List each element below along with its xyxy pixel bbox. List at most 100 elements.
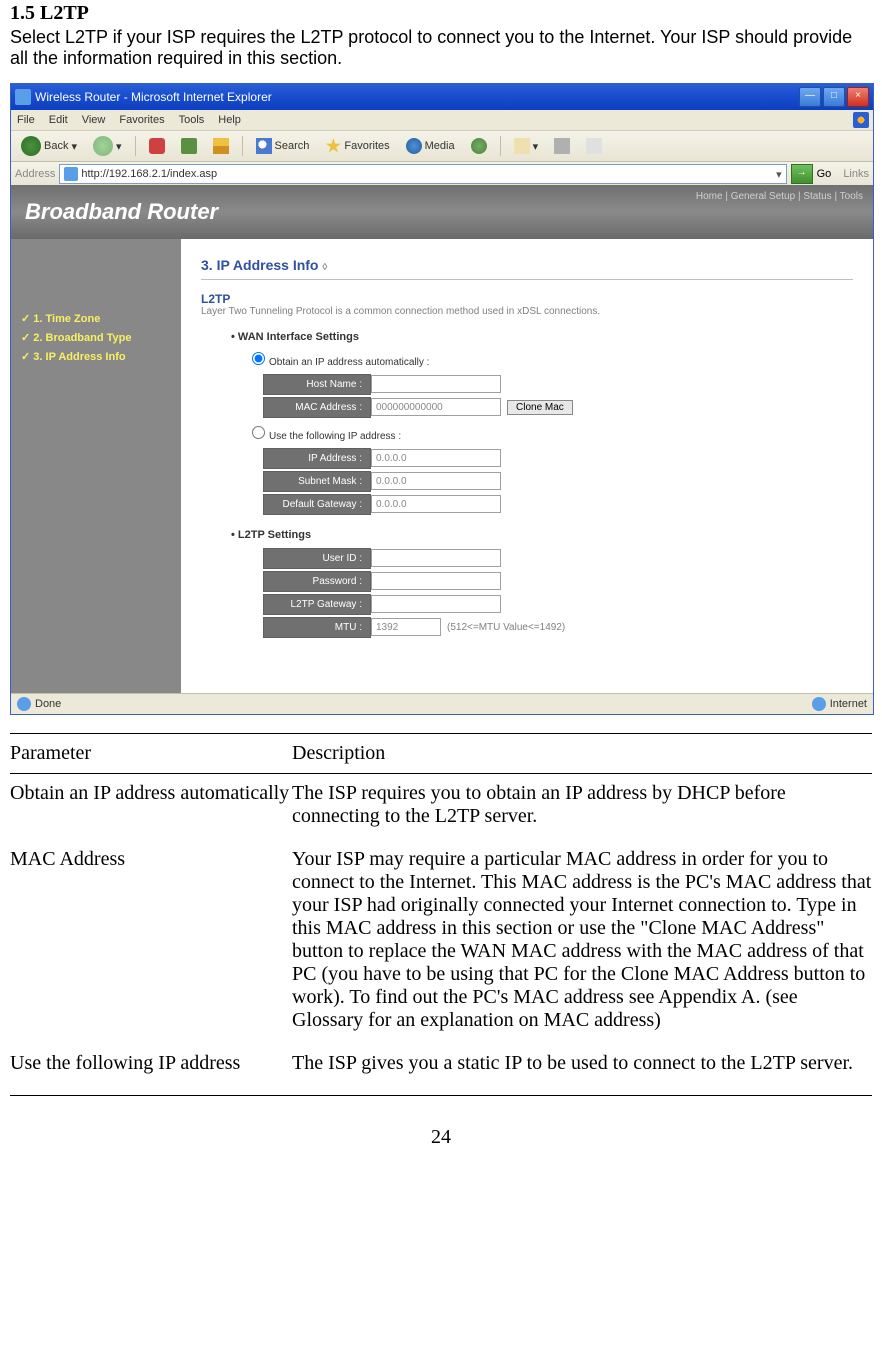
print-button[interactable] [548,136,576,156]
mac-address-input[interactable] [371,398,501,416]
top-nav-links[interactable]: Home | General Setup | Status | Tools [696,191,863,202]
home-icon [213,138,229,154]
edit-icon [586,138,602,154]
user-id-label: User ID : [263,548,371,569]
header-parameter: Parameter [10,742,292,765]
sidebar-item-timezone[interactable]: 1. Time Zone [11,309,181,328]
host-name-input[interactable] [371,375,501,393]
star-icon [325,138,341,154]
radio-static-label: Use the following IP address : [269,431,401,442]
page-number: 24 [10,1126,872,1149]
edit-button[interactable] [580,136,608,156]
history-icon [471,138,487,154]
mail-icon [514,138,530,154]
back-label: Back [44,140,68,152]
menu-file[interactable]: File [17,114,35,126]
home-button[interactable] [207,136,235,156]
search-label: Search [275,140,310,152]
clone-mac-button[interactable]: Clone Mac [507,400,573,415]
l2tp-gateway-label: L2TP Gateway : [263,594,371,615]
address-input[interactable]: http://192.168.2.1/index.asp ▾ [59,164,786,184]
router-header: Broadband Router Home | General Setup | … [11,185,873,239]
main-panel: 3. IP Address Info ◊ L2TP Layer Two Tunn… [181,239,873,694]
desc-static: The ISP gives you a static IP to be used… [292,1052,872,1075]
param-static: Use the following IP address [10,1052,292,1075]
media-icon [406,138,422,154]
print-icon [554,138,570,154]
search-button[interactable]: Search [250,136,316,156]
wan-settings-header: WAN Interface Settings [231,331,853,343]
l2tp-settings-header: L2TP Settings [231,529,853,541]
close-button[interactable]: × [847,87,869,107]
intro-text: Select L2TP if your ISP requires the L2T… [10,27,872,69]
refresh-icon [181,138,197,154]
ie-icon [15,89,31,105]
menu-edit[interactable]: Edit [49,114,68,126]
default-gateway-input[interactable] [371,495,501,513]
address-label: Address [15,168,55,180]
menu-tools[interactable]: Tools [179,114,205,126]
menubar: File Edit View Favorites Tools Help [11,110,873,131]
password-input[interactable] [371,572,501,590]
menu-favorites[interactable]: Favorites [119,114,164,126]
menu-help[interactable]: Help [218,114,241,126]
radio-static-row[interactable]: Use the following IP address : [247,423,853,442]
minimize-button[interactable]: — [799,87,821,107]
search-icon [256,138,272,154]
url-text: http://192.168.2.1/index.asp [81,168,217,180]
param-mac: MAC Address [10,848,292,1032]
host-name-label: Host Name : [263,374,371,395]
window-title: Wireless Router - Microsoft Internet Exp… [35,90,272,104]
password-label: Password : [263,571,371,592]
brand-title: Broadband Router [25,199,218,225]
l2tp-description: Layer Two Tunneling Protocol is a common… [201,306,853,317]
desc-obtain: The ISP requires you to obtain an IP add… [292,782,872,828]
page-content: Broadband Router Home | General Setup | … [11,185,873,694]
toolbar: Back ▾ ▾ Search Favorites Media ▾ [11,131,873,162]
ie-logo-icon [853,112,869,128]
stop-icon [149,138,165,154]
history-button[interactable] [465,136,493,156]
favorites-label: Favorites [344,140,389,152]
back-button[interactable]: Back ▾ [15,134,83,158]
l2tp-gateway-input[interactable] [371,595,501,613]
refresh-button[interactable] [175,136,203,156]
status-text: Done [35,698,61,710]
favorites-button[interactable]: Favorites [319,136,395,156]
media-label: Media [425,140,455,152]
page-icon [64,167,78,181]
help-icon[interactable]: ◊ [322,262,327,273]
user-id-input[interactable] [371,549,501,567]
sidebar: 1. Time Zone 2. Broadband Type 3. IP Add… [11,239,181,694]
sidebar-item-broadband[interactable]: 2. Broadband Type [11,328,181,347]
browser-window: Wireless Router - Microsoft Internet Exp… [10,83,874,715]
header-description: Description [292,742,872,765]
dropdown-icon[interactable]: ▾ [776,168,782,181]
back-icon [21,136,41,156]
main-heading: 3. IP Address Info ◊ [201,257,853,273]
mtu-input[interactable] [371,618,441,636]
internet-icon [812,697,826,711]
sidebar-item-ipinfo[interactable]: 3. IP Address Info [11,347,181,366]
param-obtain: Obtain an IP address automatically [10,782,292,828]
menu-view[interactable]: View [82,114,106,126]
forward-button[interactable]: ▾ [87,134,128,158]
mac-address-label: MAC Address : [263,397,371,418]
statusbar: Done Internet [11,693,873,714]
l2tp-title: L2TP [201,292,853,306]
radio-static[interactable] [252,426,265,439]
radio-obtain-row[interactable]: Obtain an IP address automatically : [247,349,853,368]
titlebar: Wireless Router - Microsoft Internet Exp… [11,84,873,110]
radio-obtain[interactable] [252,352,265,365]
forward-icon [93,136,113,156]
media-button[interactable]: Media [400,136,461,156]
go-button[interactable]: → [791,164,813,184]
stop-button[interactable] [143,136,171,156]
mail-button[interactable]: ▾ [508,136,545,156]
subnet-mask-input[interactable] [371,472,501,490]
subnet-mask-label: Subnet Mask : [263,471,371,492]
ip-address-input[interactable] [371,449,501,467]
mtu-label: MTU : [263,617,371,638]
maximize-button[interactable]: □ [823,87,845,107]
links-label[interactable]: Links [843,168,869,180]
